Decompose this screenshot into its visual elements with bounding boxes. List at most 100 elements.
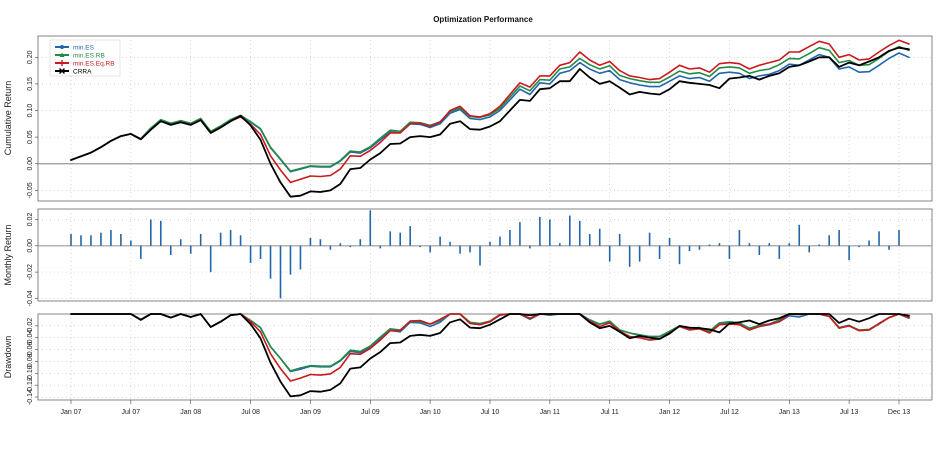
panel-drawdown — [37, 313, 933, 401]
legend-marker-crra — [59, 68, 65, 74]
monthly-return-bar — [578, 220, 581, 246]
monthly-return-bar — [648, 232, 651, 246]
monthly-return-bar — [798, 224, 801, 246]
x-tick-label: Jul 13 — [840, 409, 859, 416]
monthly-return-bar — [549, 219, 551, 246]
monthly-return-bar — [90, 235, 92, 246]
x-tick-label: Jul 12 — [720, 409, 739, 416]
monthly-return-bar — [429, 245, 431, 253]
monthly-return-bar — [838, 230, 840, 246]
x-tick-label: Jul 07 — [122, 409, 141, 416]
monthly-return-bar — [509, 230, 511, 246]
y-tick-label-drawdown: -0.12 — [27, 377, 34, 393]
panel-cumulative — [37, 35, 933, 202]
monthly-return-bar — [299, 245, 302, 270]
ylabel-drawdown: Drawdown — [3, 336, 13, 379]
monthly-return-bar — [449, 241, 451, 246]
panel-frame-drawdown — [37, 313, 933, 401]
monthly-return-bar — [319, 239, 322, 246]
monthly-return-bar — [409, 226, 411, 246]
monthly-return-bar — [818, 244, 820, 246]
tick-labels-layer: Jan 07 Jul 07 Jan 08 Jul 08 Jan 09 Jul 09 Jan … — [27, 50, 910, 416]
monthly-return-bar — [888, 245, 890, 250]
panel-monthly — [37, 208, 933, 302]
monthly-return-bar — [758, 245, 761, 255]
monthly-return-bar — [568, 215, 571, 246]
monthly-return-bar — [788, 243, 791, 246]
x-tick-label: Jan 12 — [659, 409, 680, 416]
legend-entry-crra: CRRA — [55, 68, 92, 76]
monthly-return-bar — [130, 240, 132, 246]
monthly-return-bar — [469, 245, 471, 253]
monthly-return-bar — [120, 233, 122, 246]
x-tick-label: Jan 09 — [300, 409, 321, 416]
legend: min.ES min.ES.RB min.ES.Eq.RB CRRA — [49, 39, 121, 77]
y-tick-label-cumulative: 0.15 — [27, 77, 34, 91]
monthly-return-bar — [519, 222, 521, 246]
monthly-return-bar — [738, 230, 741, 246]
monthly-return-bar — [169, 245, 172, 255]
y-tick-label-cumulative: 0.00 — [27, 157, 34, 171]
monthly-bars-layer — [70, 210, 900, 299]
monthly-return-bar — [658, 245, 661, 259]
monthly-return-bar — [269, 245, 272, 279]
monthly-return-bar — [668, 237, 671, 246]
monthly-return-bar — [159, 220, 162, 246]
monthly-return-bar — [439, 236, 441, 246]
monthly-return-bar — [399, 232, 402, 246]
monthly-return-bar — [748, 243, 751, 246]
monthly-return-bar — [808, 245, 811, 253]
monthly-return-bar — [778, 245, 781, 259]
monthly-return-bar — [369, 210, 372, 246]
monthly-return-bar — [349, 245, 352, 248]
monthly-return-bar — [140, 245, 142, 259]
monthly-return-bar — [80, 235, 82, 246]
y-tick-label-monthly: -0.04 — [27, 290, 34, 306]
y-tick-label-drawdown: -0.06 — [27, 342, 34, 358]
chart-title: Optimization Performance — [433, 15, 533, 24]
monthly-return-bar — [229, 230, 232, 246]
monthly-return-bar — [289, 245, 292, 275]
monthly-return-bar — [259, 245, 262, 259]
monthly-return-bar — [479, 245, 481, 266]
y-tick-label-monthly: -0.02 — [27, 264, 34, 280]
monthly-return-bar — [698, 245, 701, 250]
monthly-return-bar — [559, 243, 561, 246]
x-tick-label: Jul 08 — [241, 409, 260, 416]
monthly-return-bar — [179, 239, 182, 246]
y-tick-label-drawdown: -0.14 — [27, 389, 34, 405]
x-tick-label: Jul 10 — [481, 409, 500, 416]
monthly-return-bar — [878, 231, 880, 246]
monthly-return-bar — [379, 245, 382, 249]
legend-marker-min-es-rb — [59, 52, 65, 57]
panel-frame-monthly — [37, 208, 933, 302]
y-tick-label-drawdown: -0.04 — [27, 330, 34, 346]
monthly-return-bar — [858, 245, 860, 248]
legend-entry-min-es-rb: min.ES.RB — [55, 52, 105, 60]
monthly-return-bar — [898, 230, 900, 246]
legend-marker-min-es — [60, 45, 64, 49]
x-tick-label: Jan 11 — [540, 409, 561, 416]
monthly-return-bar — [70, 233, 72, 246]
monthly-return-bar — [708, 244, 711, 246]
y-tick-label-drawdown: -0.08 — [27, 353, 34, 369]
monthly-return-bar — [638, 245, 641, 262]
y-tick-label-monthly: 0.02 — [27, 213, 34, 227]
monthly-return-bar — [499, 236, 501, 246]
monthly-return-bar — [678, 245, 681, 265]
x-tick-label: Jan 10 — [420, 409, 441, 416]
monthly-return-bar — [219, 232, 222, 246]
monthly-return-bar — [419, 245, 421, 248]
grid-layer — [38, 36, 932, 400]
monthly-return-bar — [309, 237, 312, 246]
series-line-drawdown-crra — [70, 313, 910, 398]
monthly-return-bar — [628, 245, 631, 267]
monthly-return-bar — [110, 230, 112, 246]
legend-label-min-es: min.ES — [73, 45, 95, 52]
panel-frame-cumulative — [37, 35, 933, 202]
monthly-return-bar — [100, 232, 102, 246]
y-tick-label-cumulative: 0.20 — [27, 50, 34, 64]
monthly-return-bar — [489, 241, 491, 246]
